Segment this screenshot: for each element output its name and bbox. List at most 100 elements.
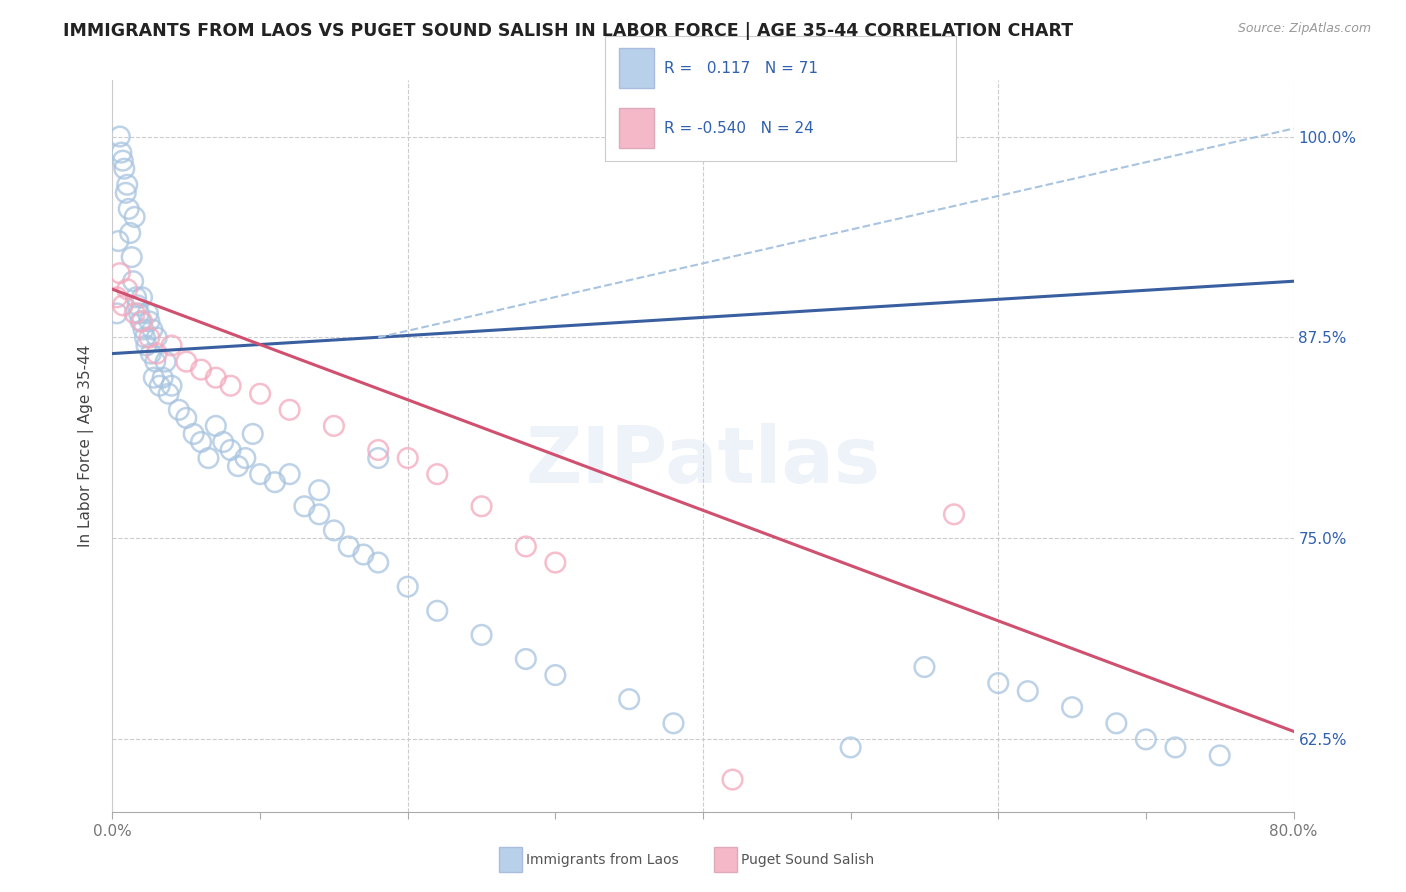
Point (141, 322, 163, 336)
Point (396, 580, 419, 594)
Point (160, 338, 183, 352)
Point (914, 660, 936, 674)
Point (108, 129, 131, 144)
Point (278, 467, 301, 482)
Point (544, 668, 567, 682)
Point (233, 451, 256, 466)
Point (117, 178, 138, 192)
Point (292, 500, 315, 514)
Point (143, 354, 166, 368)
Point (111, 298, 134, 312)
Point (155, 354, 177, 368)
Point (122, 274, 145, 288)
Point (134, 330, 156, 344)
Point (619, 692, 641, 706)
Point (515, 652, 537, 666)
Point (249, 386, 271, 401)
Point (367, 443, 389, 458)
Point (264, 475, 287, 490)
Point (110, 145, 132, 160)
Point (470, 500, 494, 514)
Point (426, 467, 449, 482)
Point (1062, 700, 1084, 714)
Point (124, 306, 146, 320)
Point (120, 226, 142, 240)
Point (1017, 684, 1039, 698)
Point (226, 459, 249, 474)
Point (219, 378, 242, 392)
Point (367, 556, 389, 570)
Point (111, 153, 134, 168)
Point (205, 370, 228, 384)
Point (138, 330, 160, 344)
Point (174, 410, 197, 425)
Point (396, 451, 419, 466)
Point (367, 451, 389, 466)
Point (118, 202, 141, 216)
Point (197, 451, 219, 466)
Point (114, 186, 136, 200)
Point (138, 314, 160, 328)
Point (721, 772, 744, 787)
Text: ZIPatlas: ZIPatlas (526, 423, 880, 499)
Text: R = -0.540   N = 24: R = -0.540 N = 24 (665, 120, 814, 136)
Text: R =   0.117   N = 71: R = 0.117 N = 71 (665, 61, 818, 76)
Point (323, 524, 346, 538)
Point (142, 370, 165, 384)
Point (190, 362, 212, 376)
Point (308, 508, 330, 522)
Point (1105, 716, 1128, 731)
Point (117, 282, 138, 296)
Point (278, 402, 301, 417)
Point (308, 483, 330, 498)
Point (426, 604, 449, 618)
Point (112, 161, 135, 176)
Point (160, 378, 183, 392)
Point (132, 322, 155, 336)
Point (183, 426, 205, 441)
Point (149, 378, 172, 392)
Point (323, 418, 346, 433)
Text: Puget Sound Salish: Puget Sound Salish (741, 853, 875, 867)
Point (942, 508, 965, 522)
Point (139, 346, 162, 360)
Point (167, 402, 190, 417)
Point (146, 346, 169, 360)
Point (662, 716, 685, 731)
Point (135, 338, 157, 352)
Point (212, 434, 235, 449)
Point (157, 386, 180, 401)
Point (121, 250, 143, 264)
Point (136, 306, 159, 320)
Point (174, 354, 197, 368)
Y-axis label: In Labor Force | Age 35-44: In Labor Force | Age 35-44 (77, 345, 94, 547)
Point (125, 290, 148, 304)
Point (249, 467, 271, 482)
Point (352, 548, 374, 562)
Bar (619, 48, 654, 88)
Point (108, 266, 131, 280)
Point (146, 330, 169, 344)
Point (190, 434, 212, 449)
Point (105, 290, 128, 304)
Point (128, 306, 150, 320)
Point (105, 306, 128, 320)
Text: IMMIGRANTS FROM LAOS VS PUGET SOUND SALISH IN LABOR FORCE | AGE 35-44 CORRELATIO: IMMIGRANTS FROM LAOS VS PUGET SOUND SALI… (63, 22, 1073, 40)
Point (987, 676, 1010, 690)
Point (127, 298, 149, 312)
Point (131, 290, 153, 304)
Point (1208, 748, 1232, 763)
Text: Source: ZipAtlas.com: Source: ZipAtlas.com (1237, 22, 1371, 36)
Text: Immigrants from Laos: Immigrants from Laos (526, 853, 679, 867)
Bar (619, 108, 654, 148)
Point (839, 740, 862, 755)
Point (544, 556, 567, 570)
Point (205, 418, 228, 433)
Point (337, 540, 360, 554)
Point (124, 210, 146, 224)
Point (1164, 740, 1187, 755)
Point (515, 540, 537, 554)
Point (470, 628, 494, 642)
Point (242, 426, 264, 441)
Point (107, 234, 129, 248)
